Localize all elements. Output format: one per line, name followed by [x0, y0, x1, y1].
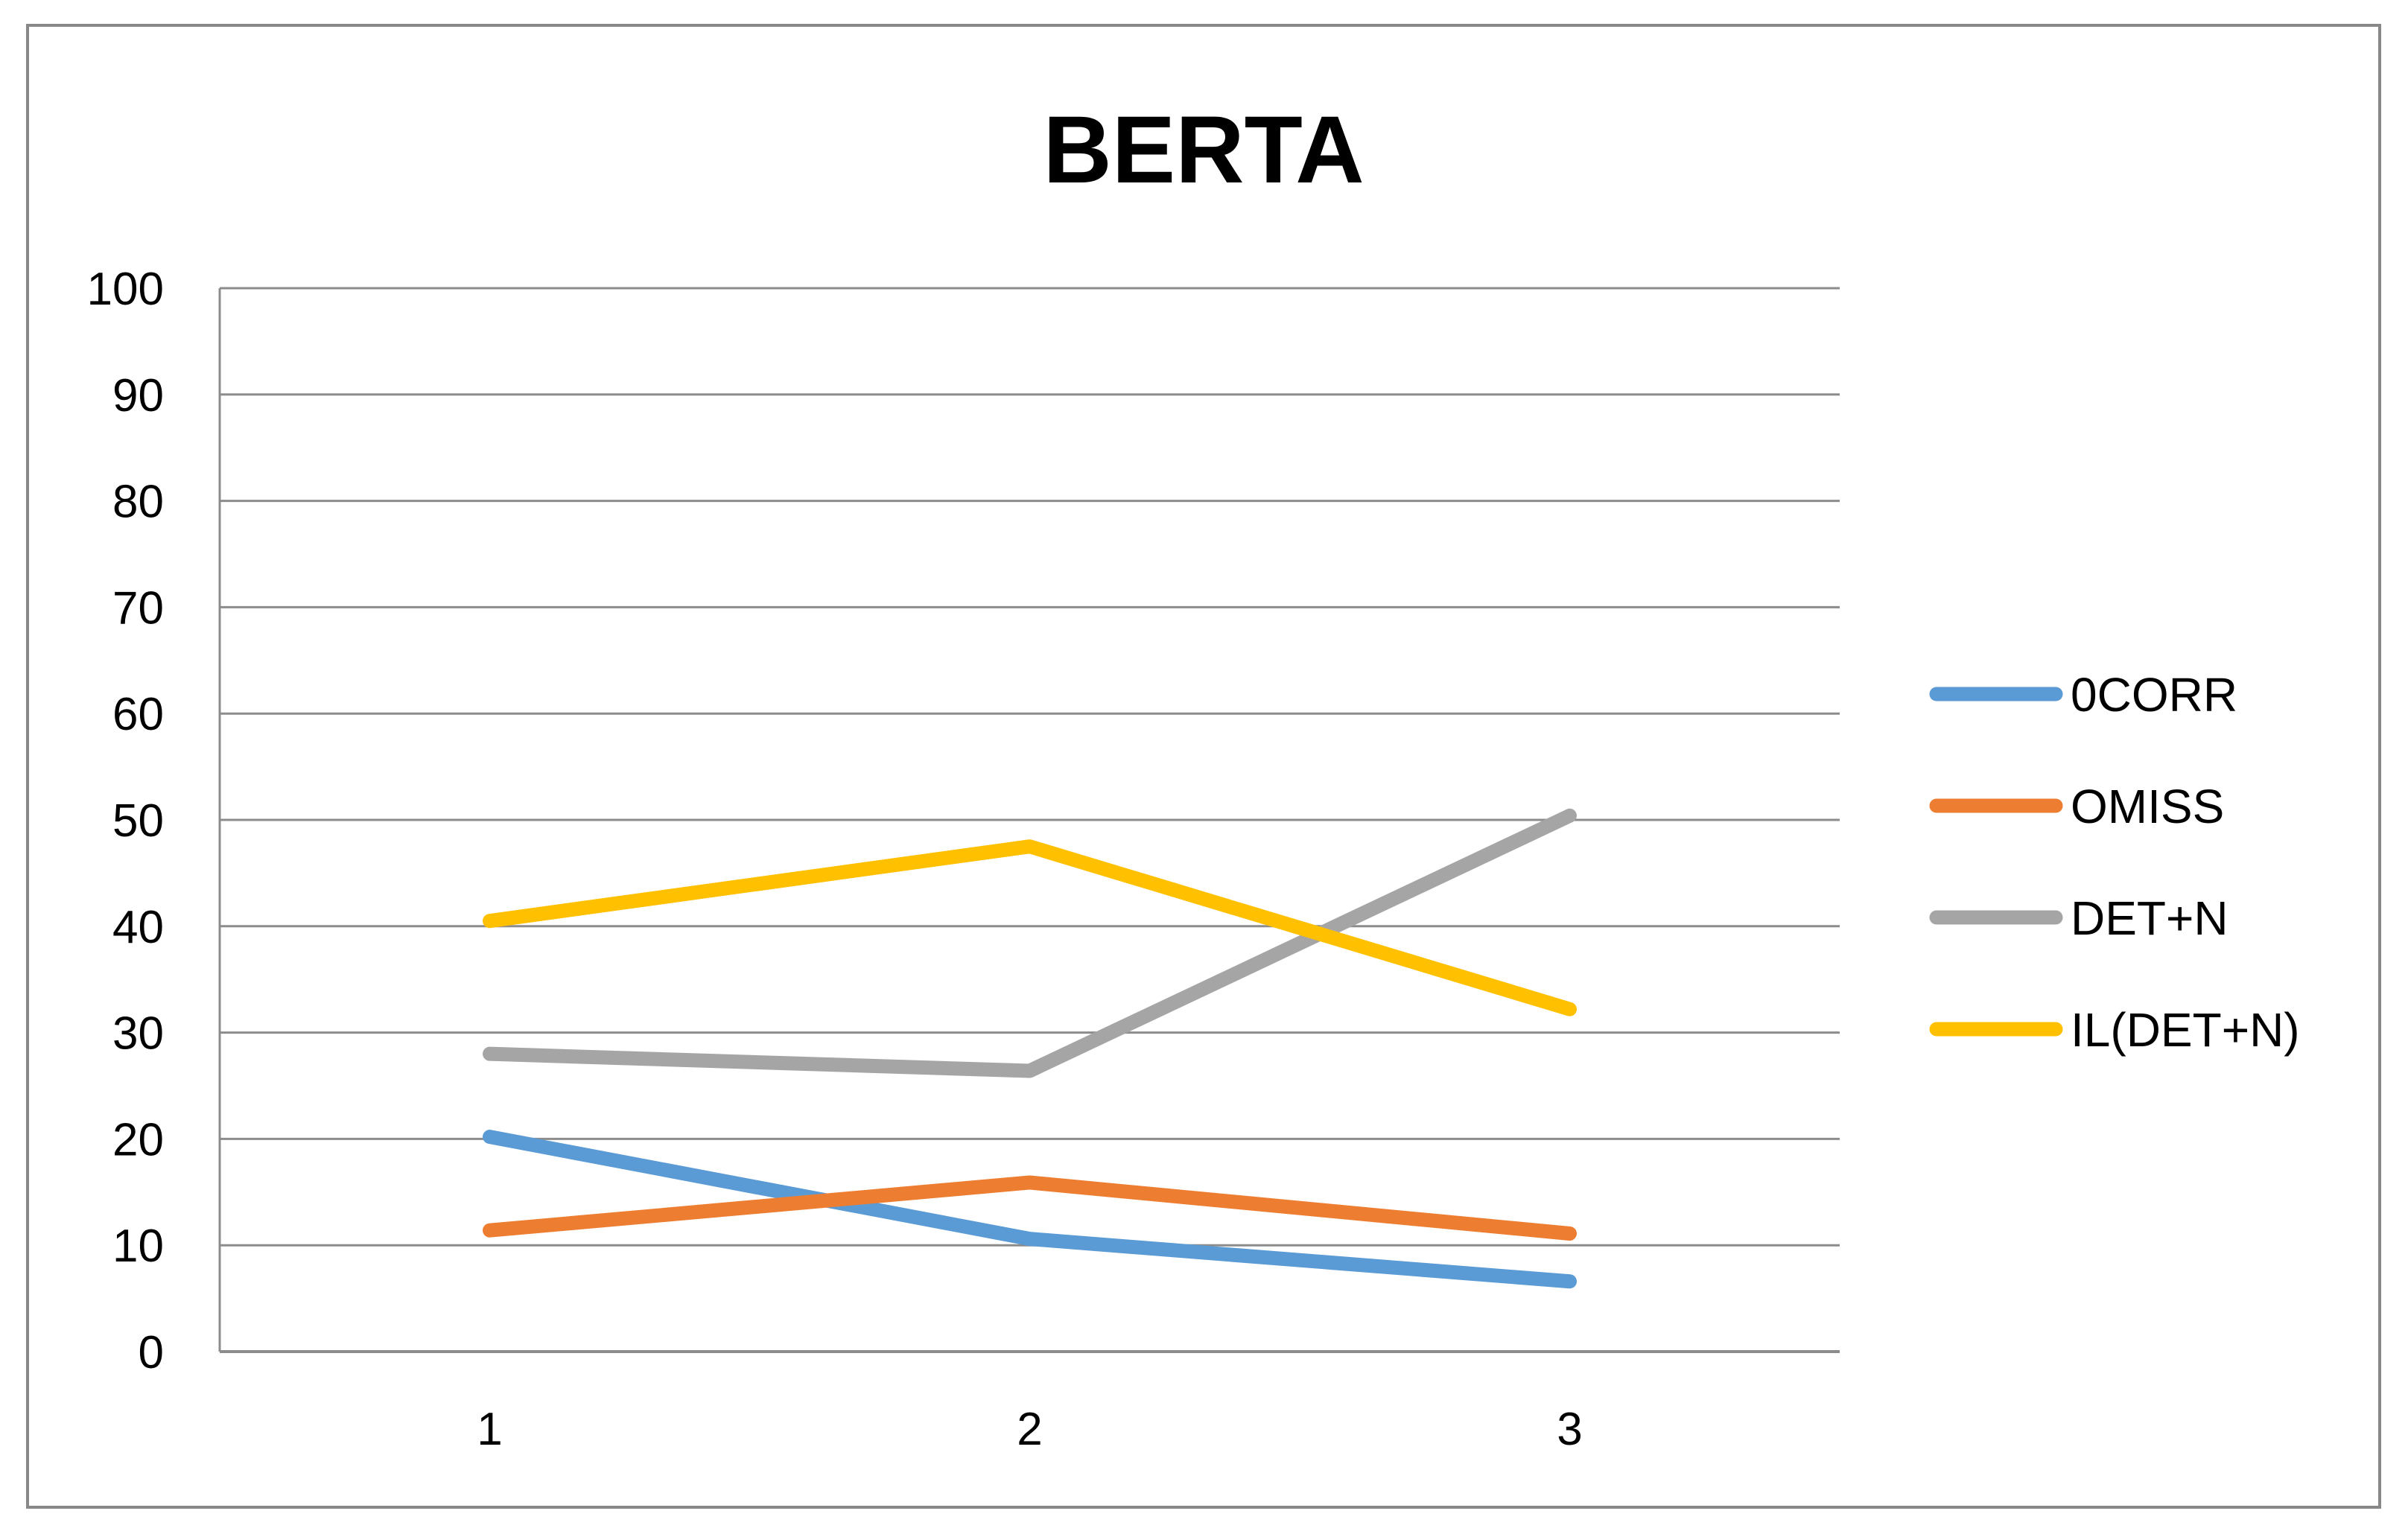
legend: 0CORR OMISS DET+N IL(DET+N) [1929, 668, 2300, 1057]
y-tick-label: 90 [112, 370, 164, 421]
x-tick-label: 2 [1017, 1404, 1042, 1455]
series-line-det-n [483, 808, 1577, 1078]
axes [218, 288, 1840, 1353]
y-tick-label: 30 [112, 1008, 164, 1060]
series-line-omiss [483, 1175, 1577, 1241]
y-tick-label: 60 [112, 689, 164, 740]
legend-label: 0CORR [2071, 668, 2237, 722]
x-axis-tick-labels: 1 2 3 [477, 1404, 1582, 1455]
y-tick-label: 0 [139, 1327, 164, 1378]
y-tick-label: 70 [112, 582, 164, 634]
x-tick-label: 3 [1557, 1404, 1582, 1455]
y-tick-label: 10 [112, 1221, 164, 1272]
legend-label: OMISS [2071, 780, 2224, 833]
chart-border [26, 24, 2381, 1509]
y-tick-label: 100 [87, 264, 164, 315]
y-tick-label: 20 [112, 1114, 164, 1165]
series-line-il-det-n- [483, 839, 1577, 1016]
series-lines [483, 808, 1577, 1289]
y-tick-label: 40 [112, 902, 164, 953]
legend-label: DET+N [2071, 891, 2228, 945]
y-tick-label: 80 [112, 477, 164, 528]
y-axis-tick-labels: 0 10 20 30 40 50 60 70 80 90 100 [87, 264, 164, 1378]
legend-label: IL(DET+N) [2071, 1003, 2300, 1057]
x-tick-label: 1 [477, 1404, 502, 1455]
series-line-0corr [483, 1130, 1577, 1289]
chart-title: BERTA [1043, 97, 1364, 203]
y-tick-label: 50 [112, 795, 164, 847]
